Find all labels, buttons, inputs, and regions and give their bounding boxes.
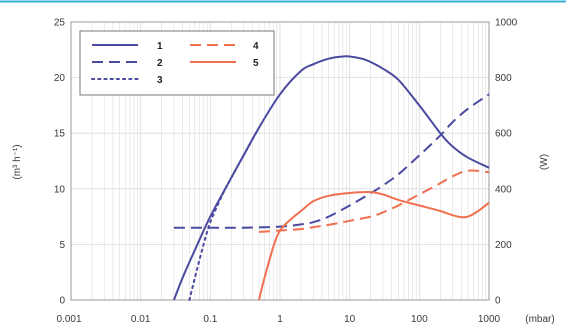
legend-label-5: 5 xyxy=(253,58,259,69)
y-left-tick-label: 15 xyxy=(54,129,66,140)
x-tick-label: 1 xyxy=(277,314,283,325)
series-line-2 xyxy=(173,93,490,229)
x-tick-label: 0.001 xyxy=(56,314,81,325)
y-left-tick-label: 10 xyxy=(54,184,66,195)
y-left-tick-label: 0 xyxy=(59,296,65,307)
legend-label-3: 3 xyxy=(157,75,163,86)
series-line-4 xyxy=(258,169,490,233)
x-tick-label: 10 xyxy=(344,314,356,325)
series-layer xyxy=(172,55,490,301)
y-right-tick-label: 200 xyxy=(495,240,512,251)
legend-label-4: 4 xyxy=(253,41,259,52)
y-right-tick-label: 1000 xyxy=(495,18,518,29)
y-left-tick-label: 5 xyxy=(59,240,65,251)
y-right-tick-label: 0 xyxy=(495,296,501,307)
y-left-tick-label: 20 xyxy=(54,73,66,84)
y-axis-left-label: (m³ h⁻¹) xyxy=(12,144,23,179)
y-right-tick-label: 400 xyxy=(495,184,512,195)
x-tick-label: 1000 xyxy=(478,314,501,325)
legend-label-2: 2 xyxy=(157,58,163,69)
legend-label-1: 1 xyxy=(157,41,163,52)
x-tick-label: 100 xyxy=(411,314,428,325)
x-tick-label: 0.1 xyxy=(203,314,217,325)
series-line-3 xyxy=(188,126,260,301)
series-line-5 xyxy=(258,191,490,301)
y-right-tick-label: 600 xyxy=(495,129,512,140)
y-right-tick-label: 800 xyxy=(495,73,512,84)
x-tick-label: 0.01 xyxy=(131,314,151,325)
y-axis-right-label: (W) xyxy=(539,154,550,170)
legend: 1 2 3 4 5 xyxy=(79,30,275,96)
x-axis-label: (mbar) xyxy=(525,314,554,325)
y-axis-left-ticks: 0 5 10 15 20 25 xyxy=(54,18,66,307)
x-axis-ticks: 0.001 0.01 0.1 1 10 100 1000 xyxy=(56,314,500,325)
plot-frame xyxy=(70,21,490,301)
y-axis-right-ticks: 0 200 400 600 800 1000 xyxy=(495,18,518,307)
y-left-tick-label: 25 xyxy=(54,18,66,29)
